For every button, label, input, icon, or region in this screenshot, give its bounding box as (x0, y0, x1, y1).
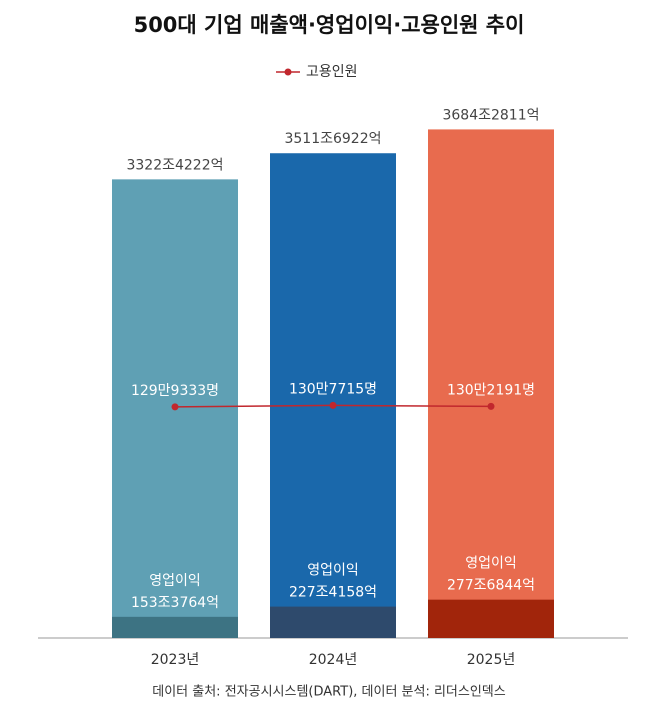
value-label: 130만7715명 (289, 381, 377, 397)
x-tick-label: 2023년 (151, 652, 200, 668)
line-marker (487, 402, 495, 410)
value-label: 153조3764억 (131, 595, 219, 611)
chart-title: 500대 기업 매출액·영업이익·고용인원 추이 (134, 13, 525, 37)
series-label: 영업이익 (465, 556, 517, 572)
value-label: 3511조6922억 (284, 131, 381, 147)
line-marker (171, 403, 179, 411)
value-label: 3322조4222억 (126, 157, 223, 173)
value-label: 277조6844억 (447, 578, 535, 594)
value-label: 227조4158억 (289, 585, 377, 601)
value-label: 130만2191명 (447, 382, 535, 398)
value-label: 129만9333명 (131, 383, 219, 399)
bar (112, 616, 238, 638)
bar (270, 606, 396, 638)
legend-marker (284, 68, 292, 76)
bar (270, 153, 396, 638)
source-note: 데이터 출처: 전자공시시스템(DART), 데이터 분석: 리더스인덱스 (152, 685, 506, 700)
bar (428, 599, 554, 638)
value-label: 3684조2811억 (442, 107, 539, 123)
series-label: 영업이익 (307, 563, 359, 579)
series-label: 영업이익 (149, 573, 201, 589)
x-tick-label: 2024년 (309, 652, 358, 668)
bar (428, 129, 554, 638)
line-marker (329, 401, 337, 409)
x-tick-label: 2025년 (467, 652, 516, 668)
legend-label: 고용인원 (306, 64, 358, 80)
